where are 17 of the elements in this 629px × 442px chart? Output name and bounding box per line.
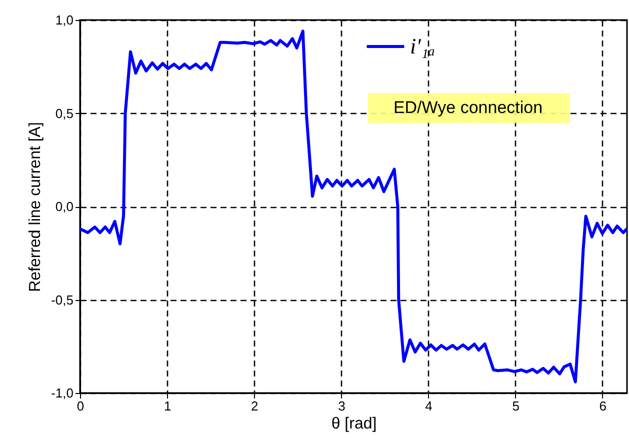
y-axis-title: Referred line current [A] (27, 122, 44, 292)
y-tick-label: 0,5 (55, 106, 74, 121)
y-tick-label: -1,0 (51, 386, 74, 400)
x-tick-label: 5 (512, 398, 520, 414)
x-tick-label: 3 (338, 398, 346, 414)
x-tick-label: 0 (76, 398, 84, 414)
y-tick-label: -0,5 (51, 292, 74, 308)
y-tick-label: 1,0 (55, 12, 74, 28)
line-series (80, 30, 627, 384)
x-tick-label: 6 (599, 398, 606, 414)
legend-label: i′₁ₐ (410, 34, 436, 58)
x-tick-label: 2 (251, 398, 258, 414)
x-axis-title: θ [rad] (331, 416, 377, 432)
x-tick-label: 4 (425, 398, 432, 414)
annotation: ED/Wye connection (393, 98, 543, 117)
y-tick-label: 0,0 (55, 199, 74, 214)
x-tick-label: 1 (164, 398, 172, 414)
